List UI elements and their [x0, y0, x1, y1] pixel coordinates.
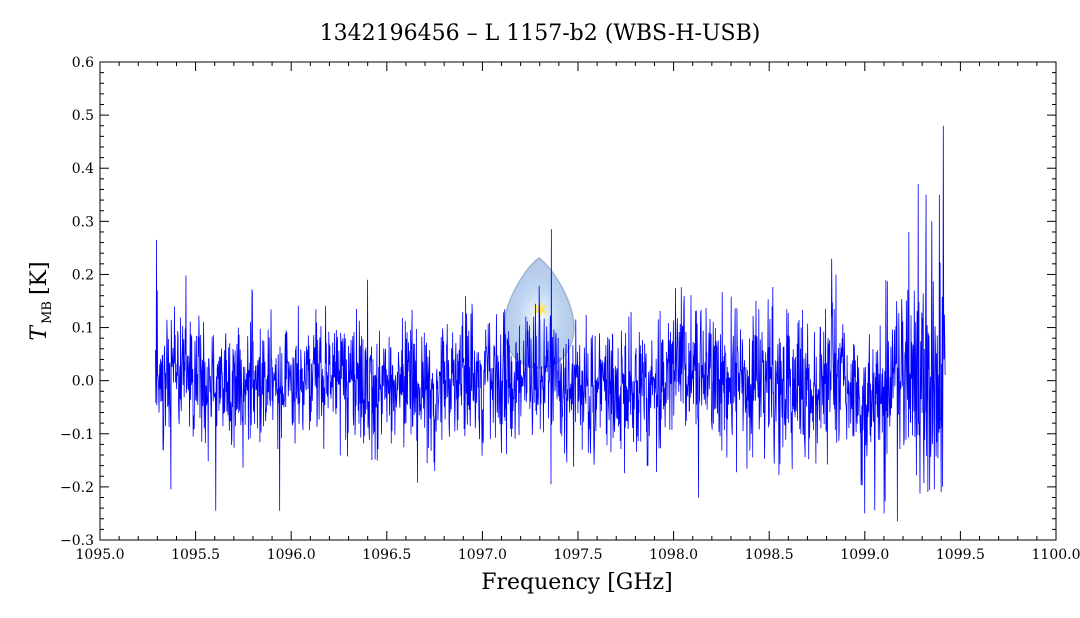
- y-tick-label: −0.3: [60, 533, 94, 549]
- x-tick-label: 1100.0: [1032, 547, 1080, 563]
- y-tick-label: −0.1: [60, 427, 94, 443]
- series-line: [155, 125, 946, 522]
- x-axis-label: Frequency [GHz]: [481, 570, 673, 595]
- y-axis-label-unit: [K]: [27, 261, 52, 295]
- x-tick-label: 1096.5: [362, 547, 411, 563]
- y-tick-label: 0.1: [72, 321, 94, 337]
- x-tick-label: 1097.5: [554, 547, 603, 563]
- chart-title: 1342196456 – L 1157-b2 (WBS-H-USB): [320, 21, 761, 46]
- x-tick-label: 1098.5: [745, 547, 794, 563]
- y-tick-label: 0.3: [72, 214, 94, 230]
- star-icon: ✱: [532, 300, 547, 321]
- x-tick-label: 1097.0: [458, 547, 507, 563]
- x-tick-label: 1095.0: [76, 547, 125, 563]
- y-tick-label: 0.0: [72, 374, 94, 390]
- svg-text:TMB[K]: TMB [K]: [27, 261, 55, 340]
- y-tick-label: 0.6: [72, 55, 94, 71]
- x-tick-label: 1096.0: [267, 547, 316, 563]
- y-tick-label: 0.4: [72, 161, 94, 177]
- y-axis-label: TMB [K]: [27, 261, 55, 340]
- x-tick-label: 1099.0: [840, 547, 889, 563]
- y-axis-label-sub: MB: [40, 301, 55, 324]
- plot-area: [155, 125, 946, 522]
- y-axis: −0.3 −0.2 −0.1 0.0 0.1 0.2 0.3 0.4 0.5 0.6: [60, 55, 1056, 549]
- y-tick-label: 0.2: [72, 267, 94, 283]
- plot-frame: [99, 61, 1057, 541]
- y-tick-label: 0.5: [72, 108, 94, 124]
- x-tick-label: 1098.0: [649, 547, 698, 563]
- x-axis: 1095.0 1095.5 1096.0 1096.5 1097.0 1097.5 1098…: [76, 62, 1080, 563]
- x-tick-label: 1099.5: [936, 547, 985, 563]
- y-tick-label: −0.2: [60, 480, 94, 496]
- x-tick-label: 1095.5: [171, 547, 220, 563]
- y-axis-label-main: T: [27, 324, 52, 341]
